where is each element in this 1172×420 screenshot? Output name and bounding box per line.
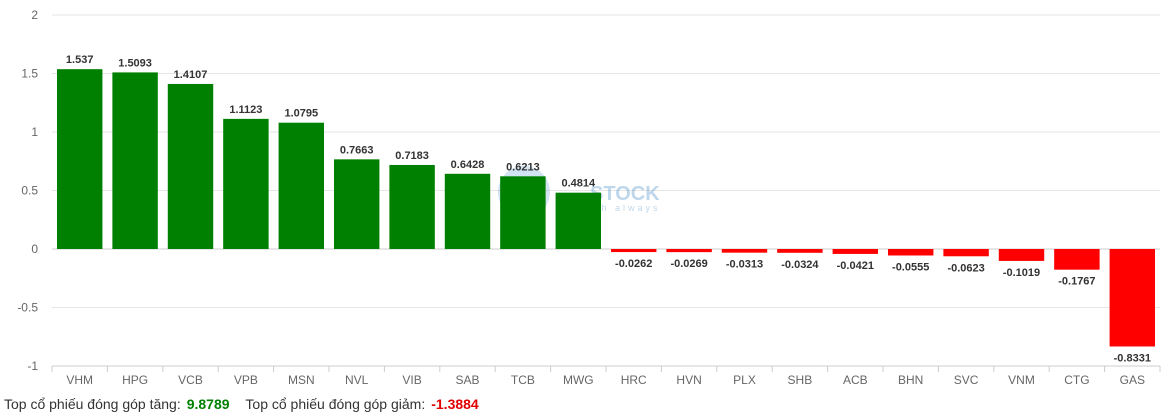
- bar-hrc[interactable]: [610, 249, 657, 253]
- bar-acb[interactable]: [832, 249, 879, 254]
- bar-vib[interactable]: [389, 164, 435, 249]
- data-label: 0.7183: [395, 150, 429, 162]
- bar-msn[interactable]: [278, 122, 325, 249]
- x-tick-label: GAS: [1120, 373, 1145, 387]
- x-tick-label: ACB: [843, 373, 868, 387]
- x-axis: VHM HPG VCB VPB MSN NVL VIB SAB TCB MWG HRC HVN PLX S…: [51, 365, 1161, 387]
- watermark-brand: STOCK: [590, 183, 660, 205]
- x-tick-label: VNM: [1008, 373, 1035, 387]
- data-label: 0.7663: [340, 144, 374, 156]
- bar-shb[interactable]: [777, 249, 823, 253]
- bar-gas[interactable]: [1109, 249, 1156, 347]
- data-label: -0.1767: [1058, 276, 1095, 288]
- y-tick-label: 2: [31, 8, 38, 22]
- gain-label: Top cổ phiếu đóng góp tăng:: [4, 396, 181, 412]
- loss-label: Top cổ phiếu đóng góp giảm:: [245, 396, 426, 412]
- x-tick-label: SAB: [455, 373, 479, 387]
- data-label: 0.6213: [506, 161, 540, 173]
- x-tick-label: SVC: [954, 373, 979, 387]
- bar-nvl[interactable]: [333, 159, 380, 249]
- data-label: -0.0324: [781, 259, 819, 271]
- y-tick-label: 1: [31, 125, 38, 139]
- bar-plx[interactable]: [721, 249, 768, 253]
- data-label: -0.0269: [670, 258, 707, 270]
- bar-sab[interactable]: [444, 173, 491, 249]
- x-tick-label: CTG: [1064, 373, 1089, 387]
- bar-hpg[interactable]: [112, 72, 158, 250]
- bar-svc[interactable]: [943, 249, 989, 257]
- bar-vcb[interactable]: [167, 83, 214, 250]
- x-tick-label: VPB: [234, 373, 258, 387]
- bar-vnm[interactable]: [998, 249, 1045, 261]
- x-tick-label: VIB: [402, 373, 421, 387]
- y-axis: 2 1.5 1 0.5 0 -0.5 -1: [17, 8, 38, 373]
- data-label: -0.0421: [837, 260, 874, 272]
- data-label: 1.4107: [174, 69, 208, 81]
- bar-tcb[interactable]: [500, 176, 546, 249]
- bar-hvn[interactable]: [666, 249, 712, 253]
- x-tick-label: PLX: [733, 373, 756, 387]
- data-label: -0.0262: [615, 258, 652, 270]
- watermark-tagline: sh always: [594, 203, 661, 213]
- x-tick-label: BHN: [898, 373, 923, 387]
- gain-value: 9.8789: [186, 396, 230, 412]
- x-tick-label: MWG: [563, 373, 594, 387]
- x-tick-label: TCB: [511, 373, 535, 387]
- bar-ctg[interactable]: [1054, 249, 1100, 270]
- x-tick-label: SHB: [788, 373, 813, 387]
- x-tick-label: VCB: [178, 373, 203, 387]
- data-label: 1.537: [66, 54, 94, 66]
- data-label: 1.0795: [284, 108, 318, 120]
- bar-vpb[interactable]: [223, 118, 269, 249]
- data-labels: 1.537 1.5093 1.4107 1.1123 1.0795 0.7663 0.718…: [66, 54, 1151, 364]
- loss-value: -1.3884: [431, 396, 479, 412]
- y-tick-label: 0: [31, 242, 38, 256]
- bar-vhm[interactable]: [56, 69, 103, 250]
- data-label: 1.5093: [118, 57, 152, 69]
- data-label: -0.8331: [1114, 352, 1151, 364]
- x-tick-label: HRC: [621, 373, 647, 387]
- footer-summary: Top cổ phiếu đóng góp tăng: 9.8789 Top cổ…: [4, 396, 485, 412]
- data-label: -0.1019: [1003, 267, 1040, 279]
- y-tick-label: 1.5: [21, 67, 38, 81]
- bar-mwg[interactable]: [555, 192, 602, 249]
- data-label: 0.4814: [561, 178, 596, 190]
- y-tick-label: -0.5: [17, 301, 38, 315]
- data-label: 0.6428: [451, 159, 485, 171]
- data-label: -0.0623: [947, 262, 984, 274]
- x-tick-label: NVL: [345, 373, 369, 387]
- y-tick-label: -1: [27, 359, 38, 373]
- bar-bhn[interactable]: [887, 249, 934, 256]
- x-tick-label: HVN: [676, 373, 701, 387]
- data-label: -0.0313: [726, 259, 763, 271]
- data-label: 1.1123: [229, 104, 262, 116]
- contribution-bar-chart: 2 1.5 1 0.5 0 -0.5 -1 VHM HPG VCB VPB MSN NVL VIB SAB…: [17, 8, 1161, 387]
- x-tick-label: VHM: [66, 373, 93, 387]
- y-tick-label: 0.5: [21, 184, 38, 198]
- x-tick-label: MSN: [288, 373, 315, 387]
- x-tick-label: HPG: [122, 373, 148, 387]
- data-label: -0.0555: [892, 261, 929, 273]
- bars: [56, 69, 1156, 347]
